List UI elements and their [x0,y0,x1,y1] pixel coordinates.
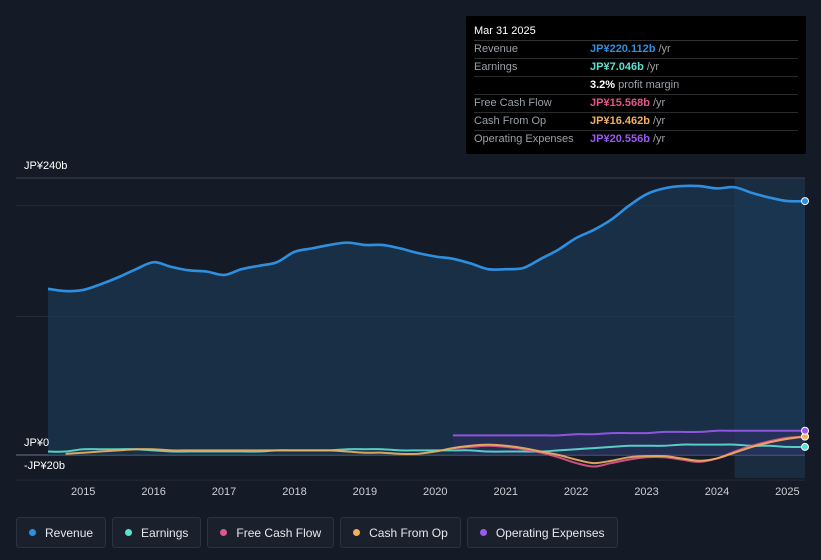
tooltip-row-unit: /yr [658,43,671,55]
tooltip-row-name: Revenue [474,43,519,55]
tooltip-row-unit: /yr [646,61,660,73]
y-axis-zero-label: JP¥0 [24,437,50,449]
tooltip-row-unit: /yr [652,133,666,145]
revenue-line [47,184,806,293]
tooltip-row-value: JP¥20.556b [590,133,650,145]
tooltip-row-name: Earnings [474,61,518,73]
tooltip-date: Mar 31 2025 [474,22,798,41]
tooltip-row: Revenue JP¥220.112b/yr [474,41,798,59]
operating-expenses-line [452,429,805,437]
cash-from-op-line [65,435,806,465]
x-tick-2024: 2024 [705,486,729,498]
x-tick-2018: 2018 [282,486,306,498]
tooltip-row-name [474,77,590,94]
tooltip-row: Earnings JP¥7.046b/yr [474,59,798,77]
legend-label: Earnings [141,525,189,540]
legend-item-cash-from-op[interactable]: Cash From Op [340,517,461,548]
chart-legend: Revenue Earnings Free Cash Flow Cash From O… [16,517,618,548]
legend-dot-icon [220,529,228,536]
legend-item-free-cash-flow[interactable]: Free Cash Flow [207,517,335,548]
free-cash-flow-line [452,435,806,468]
series-lines [47,184,806,468]
tooltip-row-value: 3.2% [590,79,616,91]
x-tick-2022: 2022 [564,486,588,498]
x-tick-2021: 2021 [493,486,517,498]
x-tick-2019: 2019 [353,486,377,498]
earnings-endpoint [801,442,809,451]
tooltip-row-unit: profit margin [618,79,680,91]
legend-dot-icon [125,529,133,536]
tooltip-row-unit: /yr [652,97,666,109]
chart-canvas: 2015 2016 2017 2018 2019 2020 2021 2022 2023 2024… [16,177,809,498]
x-tick-2023: 2023 [634,486,658,498]
tooltip-row-value: JP¥16.462b [590,115,650,127]
tooltip-row: 3.2% profit margin [474,77,798,95]
revenue-area [48,185,805,455]
legend-item-earnings[interactable]: Earnings [112,517,202,548]
legend-item-operating-expenses[interactable]: Operating Expenses [466,517,618,548]
legend-label: Cash From Op [369,525,448,540]
series-endpoints [801,197,809,451]
y-axis-top-label: JP¥240b [24,160,68,172]
series-areas [48,185,805,455]
tooltip-row-unit: /yr [652,115,666,127]
x-tick-2025: 2025 [775,486,799,498]
x-tick-2017: 2017 [212,486,236,498]
x-axis-ticks: 2015 2016 2017 2018 2019 2020 2021 2022 2023 2024… [71,486,800,498]
legend-item-revenue[interactable]: Revenue [16,517,107,548]
legend-dot-icon [29,529,36,536]
tooltip-row-name: Free Cash Flow [474,97,552,109]
tooltip-row-name: Cash From Op [474,115,547,127]
legend-label: Operating Expenses [495,525,605,540]
legend-label: Free Cash Flow [236,525,322,540]
x-tick-2016: 2016 [141,486,165,498]
y-axis-bottom-label: -JP¥20b [24,460,65,472]
x-tick-2015: 2015 [71,486,95,498]
legend-dot-icon [353,529,361,536]
tooltip-row: Operating Expenses JP¥20.556b/yr [474,131,798,148]
tooltip-row-name: Operating Expenses [474,133,574,145]
revenue-endpoint [801,197,809,206]
x-tick-2020: 2020 [423,486,447,498]
operating-expenses-endpoint [801,426,809,435]
tooltip-row: Cash From Op JP¥16.462b/yr [474,113,798,131]
tooltip-row: Free Cash Flow JP¥15.568b/yr [474,95,798,113]
legend-dot-icon [479,529,487,536]
tooltip-row-value: JP¥7.046b [590,61,644,73]
tooltip-row-value: JP¥220.112b [590,43,656,55]
earnings-line [47,443,806,453]
tooltip-row-value: JP¥15.568b [590,97,650,109]
operating-expenses-area [452,430,805,455]
legend-label: Revenue [45,525,94,540]
data-tooltip: Mar 31 2025 Revenue JP¥220.112b/yr Earning… [466,16,806,154]
